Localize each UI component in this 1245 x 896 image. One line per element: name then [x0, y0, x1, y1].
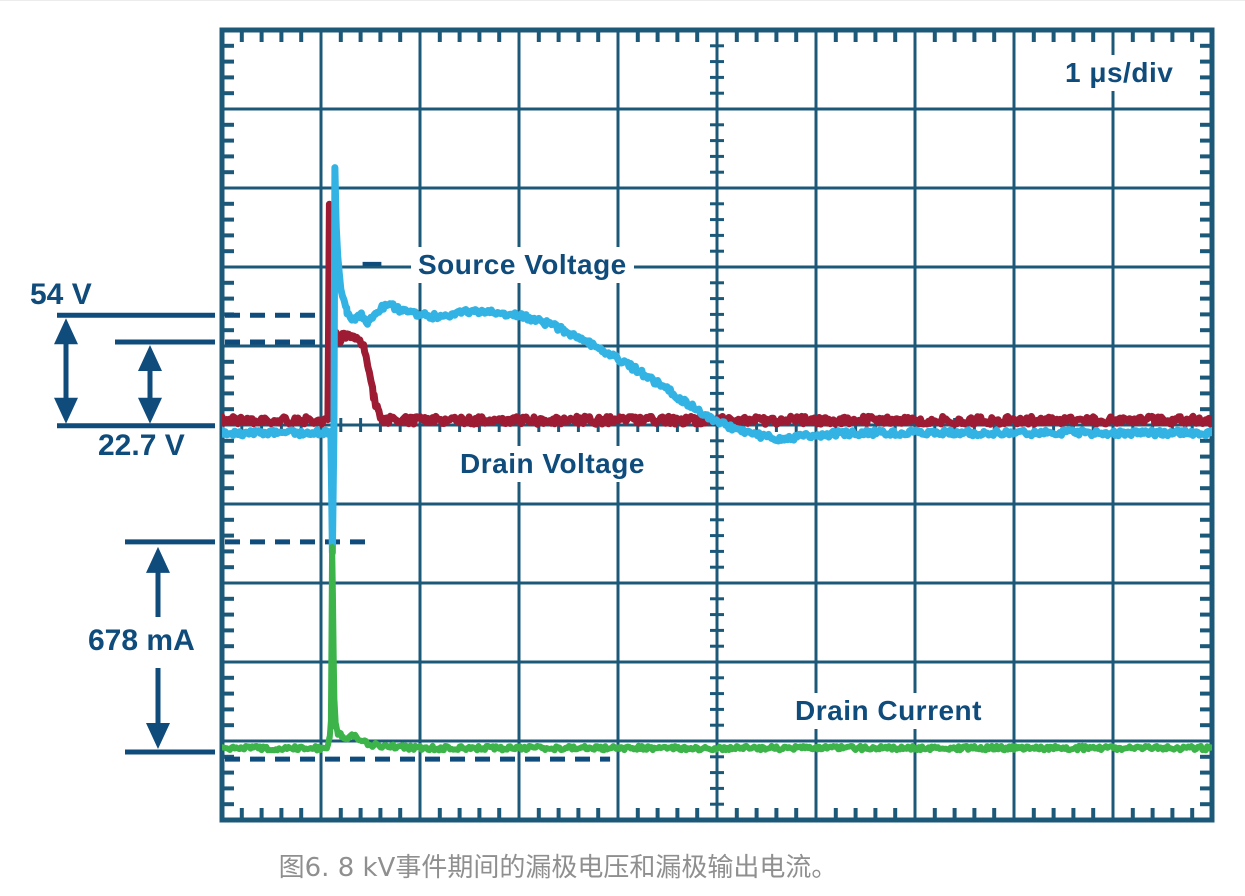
page-top-border	[0, 0, 1245, 1]
drain-current-label: Drain Current	[788, 693, 989, 729]
trace-source-voltage	[222, 164, 1212, 557]
dashed-guides	[225, 261, 611, 762]
figure-caption: 图6. 8 kV事件期间的漏极电压和漏极输出电流。	[278, 853, 838, 883]
delta-22v7-label: 22.7 V	[98, 429, 185, 462]
delta-54v-label: 54 V	[30, 278, 92, 311]
trace-drain-current	[222, 544, 1212, 754]
source-voltage-label: Source Voltage	[411, 247, 634, 283]
timebase-label: 1 μs/div	[1058, 55, 1181, 91]
trace-drain-voltage	[222, 200, 1212, 428]
delta-678ma-label: 678 mA	[88, 624, 195, 657]
measurement-annotations	[54, 312, 215, 755]
drain-voltage-label: Drain Voltage	[453, 446, 652, 482]
